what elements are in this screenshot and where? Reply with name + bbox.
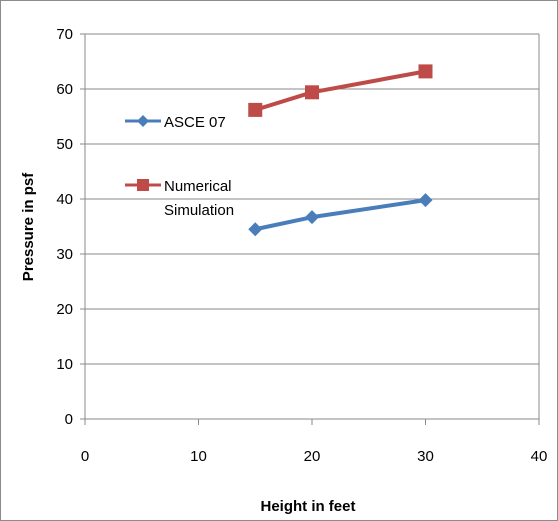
y-tick-label: 20	[56, 301, 73, 318]
legend-label-asce07: ASCE 07	[164, 114, 226, 131]
series-1	[248, 193, 433, 237]
gridlines	[85, 33, 539, 365]
series-line	[253, 198, 428, 232]
x-tick-label: 30	[417, 448, 434, 465]
legend-marker-diamond-icon	[137, 115, 149, 127]
x-tick-label: 40	[531, 448, 548, 465]
x-tick-label: 20	[304, 448, 321, 465]
x-tick-label: 0	[81, 448, 89, 465]
data-point-square	[305, 85, 319, 100]
y-tick-label: 30	[56, 246, 73, 263]
legend-label-line-1: Numerical	[164, 178, 232, 195]
tick-labels: 0 10 20 30 40 50 60 70 0 10 20 30 40	[56, 26, 547, 465]
y-tick-label: 60	[56, 81, 73, 98]
series-group	[248, 64, 433, 237]
y-tick-label: 0	[65, 411, 73, 428]
data-point-diamond	[248, 222, 263, 237]
axes	[80, 33, 540, 425]
y-tick-label: 10	[56, 356, 73, 373]
data-point-diamond	[305, 210, 319, 225]
data-point-square	[418, 64, 433, 79]
series-2	[248, 64, 433, 117]
legend-label-numerical-simulation: Numerical Simulation	[164, 178, 234, 219]
legend: ASCE 07 Numerical Simulation	[125, 114, 234, 219]
y-tick-label: 70	[56, 26, 73, 43]
y-tick-label: 50	[56, 136, 73, 153]
y-tick-label: 40	[56, 191, 73, 208]
data-point-square	[248, 102, 263, 117]
series-line	[253, 69, 428, 112]
legend-item-numerical-simulation: Numerical Simulation	[125, 178, 234, 219]
data-point-diamond	[418, 193, 433, 208]
legend-label-line-2: Simulation	[164, 202, 234, 219]
x-tick-label: 10	[190, 448, 207, 465]
legend-marker-square-icon	[137, 179, 149, 191]
legend-item-asce07: ASCE 07	[125, 114, 226, 131]
x-axis-title: Height in feet	[260, 498, 355, 515]
y-axis-title: Pressure in psf	[20, 172, 37, 281]
